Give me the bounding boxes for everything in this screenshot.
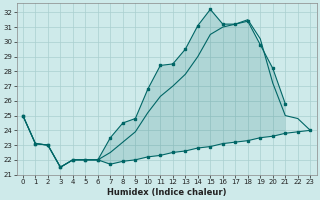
X-axis label: Humidex (Indice chaleur): Humidex (Indice chaleur) — [107, 188, 226, 197]
Polygon shape — [23, 9, 285, 167]
